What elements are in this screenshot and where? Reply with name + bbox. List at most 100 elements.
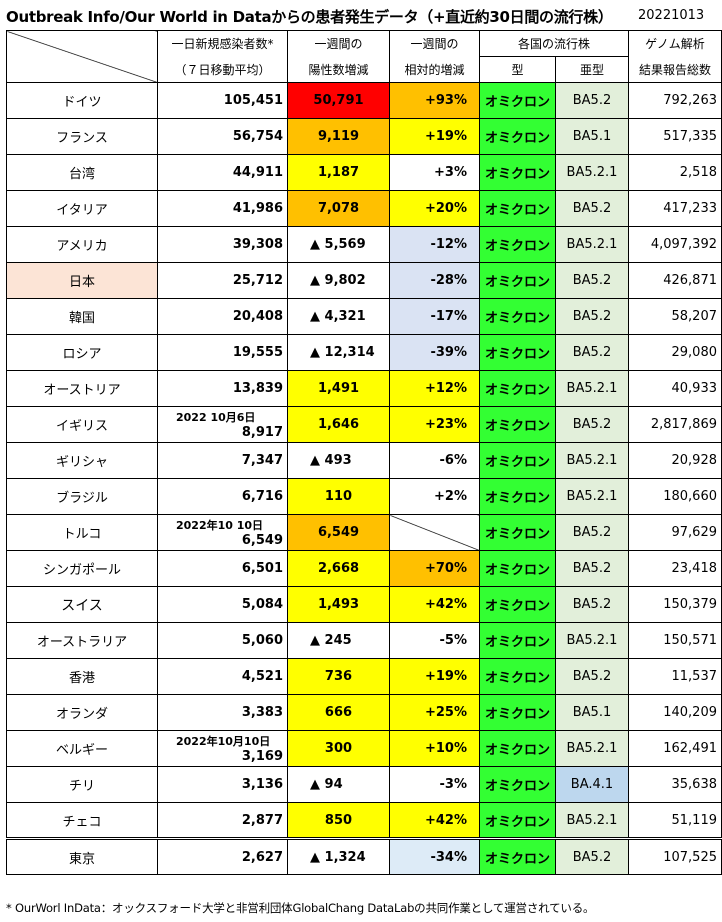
genome-reports: 20,928 — [628, 442, 722, 479]
weekly-delta: ▲ 94 — [287, 766, 390, 803]
header-delta-sub: 陽性数増減 — [287, 56, 390, 83]
table-row: シンガポール 6,501 2,668 +70% オミクロン BA5.2 23,418 — [6, 550, 722, 587]
daily-cases: 44,911 — [157, 154, 288, 191]
weekly-delta: 850 — [287, 802, 390, 839]
table-row: 東京 2,627 ▲ 1,324 -34% オミクロン BA5.2 107,525 — [6, 837, 722, 875]
country-name: イギリス — [6, 406, 158, 443]
variant-subtype: BA5.2.1 — [555, 622, 629, 659]
table-row: アメリカ 39,308 ▲ 5,569 -12% オミクロン BA5.2.1 4,097,3… — [6, 226, 722, 263]
variant-type: オミクロン — [479, 694, 556, 731]
country-name: ロシア — [6, 334, 158, 371]
genome-reports: 2,518 — [628, 154, 722, 191]
genome-reports: 2,817,869 — [628, 406, 722, 443]
variant-subtype: BA5.2.1 — [555, 730, 629, 767]
genome-reports: 23,418 — [628, 550, 722, 587]
country-name: ギリシャ — [6, 442, 158, 479]
daily-cases: 2022年10 10日 6,549 — [157, 514, 288, 551]
variant-type: オミクロン — [479, 550, 556, 587]
relative-change: +93% — [389, 82, 480, 119]
weekly-delta: 110 — [287, 478, 390, 515]
daily-cases: 2022 10月6日 8,917 — [157, 406, 288, 443]
genome-reports: 107,525 — [628, 837, 722, 875]
header-subtype: 亜型 — [555, 56, 629, 83]
genome-reports: 517,335 — [628, 118, 722, 155]
weekly-delta: 1,187 — [287, 154, 390, 191]
weekly-delta: 666 — [287, 694, 390, 731]
country-name: トルコ — [6, 514, 158, 551]
variant-type: オミクロン — [479, 406, 556, 443]
table-row: チリ 3,136 ▲ 94 -3% オミクロン BA.4.1 35,638 — [6, 766, 722, 803]
variant-type: オミクロン — [479, 298, 556, 335]
variant-subtype: BA5.2 — [555, 262, 629, 299]
table-row: オーストリア 13,839 1,491 +12% オミクロン BA5.2.1 40,933 — [6, 370, 722, 407]
genome-reports: 35,638 — [628, 766, 722, 803]
country-name: オーストラリア — [6, 622, 158, 659]
daily-cases: 19,555 — [157, 334, 288, 371]
country-name: ブラジル — [6, 478, 158, 515]
daily-cases: 2,877 — [157, 802, 288, 839]
cases-value: 6,549 — [241, 532, 283, 548]
table-row: ブラジル 6,716 110 +2% オミクロン BA5.2.1 180,660 — [6, 478, 722, 515]
variant-type: オミクロン — [479, 442, 556, 479]
daily-cases: 5,060 — [157, 622, 288, 659]
relative-change: +2% — [389, 478, 480, 515]
variant-subtype: BA5.2 — [555, 837, 629, 875]
table-row: 韓国 20,408 ▲ 4,321 -17% オミクロン BA5.2 58,207 — [6, 298, 722, 335]
country-name: アメリカ — [6, 226, 158, 263]
relative-change: +19% — [389, 118, 480, 155]
variant-subtype: BA5.2.1 — [555, 802, 629, 839]
header-rel: 一週間の — [389, 30, 480, 57]
header-cases: 一日新規感染者数* — [157, 30, 288, 57]
weekly-delta: 300 — [287, 730, 390, 767]
table-body: ドイツ 105,451 50,791 +93% オミクロン BA5.2 792,263 フラン… — [6, 82, 722, 875]
genome-reports: 4,097,392 — [628, 226, 722, 263]
genome-reports: 140,209 — [628, 694, 722, 731]
country-name: チェコ — [6, 802, 158, 839]
weekly-delta: ▲ 493 — [287, 442, 390, 479]
daily-cases: 2022年10月10日 3,169 — [157, 730, 288, 767]
genome-reports: 150,379 — [628, 586, 722, 623]
relative-change: -28% — [389, 262, 480, 299]
variant-type: オミクロン — [479, 514, 556, 551]
variant-subtype: BA5.2 — [555, 514, 629, 551]
genome-reports: 97,629 — [628, 514, 722, 551]
variant-subtype: BA5.2 — [555, 586, 629, 623]
table-row: スイス 5,084 1,493 +42% オミクロン BA5.2 150,379 — [6, 586, 722, 623]
country-name: イタリア — [6, 190, 158, 227]
table-row: イタリア 41,986 7,078 +20% オミクロン BA5.2 417,233 — [6, 190, 722, 227]
relative-change: +12% — [389, 370, 480, 407]
country-name: フランス — [6, 118, 158, 155]
relative-change: +70% — [389, 550, 480, 587]
header-corner — [6, 30, 158, 83]
variant-type: オミクロン — [479, 766, 556, 803]
variant-subtype: BA5.2 — [555, 334, 629, 371]
variant-type: オミクロン — [479, 226, 556, 263]
variant-subtype: BA5.2.1 — [555, 154, 629, 191]
variant-type: オミクロン — [479, 802, 556, 839]
variant-subtype: BA5.1 — [555, 694, 629, 731]
report-date: 20221013 — [638, 8, 705, 23]
weekly-delta: ▲ 4,321 — [287, 298, 390, 335]
relative-change: -5% — [389, 622, 480, 659]
weekly-delta: 6,549 — [287, 514, 390, 551]
genome-reports: 417,233 — [628, 190, 722, 227]
relative-change: -39% — [389, 334, 480, 371]
country-name: ドイツ — [6, 82, 158, 119]
outbreak-table: 一日新規感染者数* 一週間の 一週間の 各国の流行株 ゲノム解析 （７日移動平均… — [6, 30, 722, 875]
variant-type: オミクロン — [479, 658, 556, 695]
daily-cases: 4,521 — [157, 658, 288, 695]
daily-cases: 6,716 — [157, 478, 288, 515]
country-name: オランダ — [6, 694, 158, 731]
genome-reports: 180,660 — [628, 478, 722, 515]
relative-change: -3% — [389, 766, 480, 803]
relative-change: +20% — [389, 190, 480, 227]
genome-reports: 58,207 — [628, 298, 722, 335]
variant-subtype: BA5.2.1 — [555, 478, 629, 515]
daily-cases: 3,136 — [157, 766, 288, 803]
variant-type: オミクロン — [479, 82, 556, 119]
table-row: ドイツ 105,451 50,791 +93% オミクロン BA5.2 792,263 — [6, 82, 722, 119]
country-name: シンガポール — [6, 550, 158, 587]
weekly-delta: 9,119 — [287, 118, 390, 155]
genome-reports: 426,871 — [628, 262, 722, 299]
daily-cases: 25,712 — [157, 262, 288, 299]
